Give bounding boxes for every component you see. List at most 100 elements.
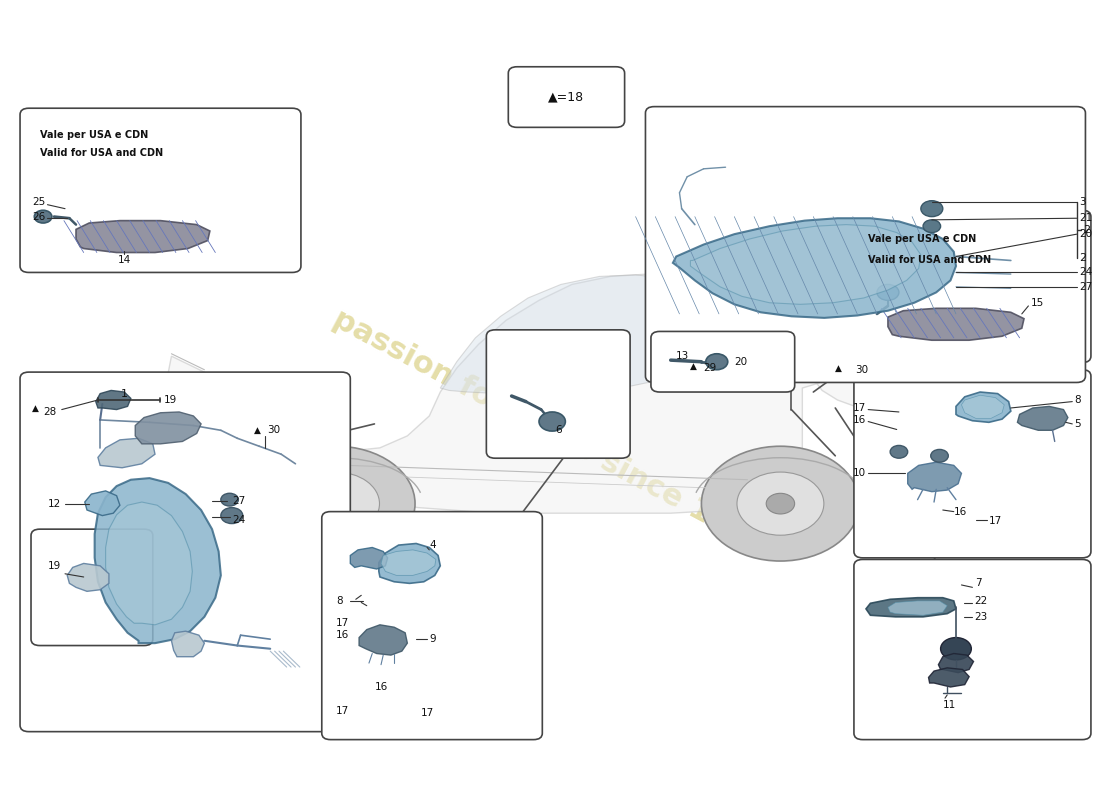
FancyBboxPatch shape (651, 331, 794, 392)
FancyBboxPatch shape (508, 66, 625, 127)
Polygon shape (359, 625, 407, 655)
Circle shape (293, 472, 380, 535)
Circle shape (221, 494, 239, 506)
FancyBboxPatch shape (854, 210, 1091, 362)
Text: ▲=18: ▲=18 (549, 90, 584, 103)
Text: 17: 17 (420, 707, 433, 718)
Text: 19: 19 (47, 561, 60, 571)
Text: 2: 2 (1079, 253, 1086, 263)
Polygon shape (866, 598, 956, 617)
Polygon shape (956, 392, 1011, 422)
FancyBboxPatch shape (486, 330, 630, 458)
Polygon shape (85, 491, 120, 515)
Text: Valid for USA and CDN: Valid for USA and CDN (868, 255, 991, 266)
Text: 2: 2 (1084, 225, 1090, 235)
Circle shape (923, 220, 940, 233)
Polygon shape (961, 395, 1004, 418)
FancyBboxPatch shape (20, 372, 350, 732)
Text: 8: 8 (336, 596, 343, 606)
FancyBboxPatch shape (31, 529, 153, 646)
Text: 23: 23 (975, 612, 988, 622)
Text: ▲: ▲ (32, 403, 39, 413)
Circle shape (767, 494, 794, 514)
Text: 9: 9 (429, 634, 436, 644)
Text: 20: 20 (1079, 229, 1092, 239)
Text: Vale per USA e CDN: Vale per USA e CDN (40, 130, 148, 139)
Text: 22: 22 (975, 596, 988, 606)
FancyBboxPatch shape (646, 106, 1086, 382)
Polygon shape (67, 563, 109, 591)
Polygon shape (172, 631, 205, 657)
Text: 8: 8 (1075, 395, 1081, 405)
Circle shape (931, 450, 948, 462)
Text: 16: 16 (954, 506, 967, 517)
Polygon shape (938, 654, 974, 673)
Text: 20: 20 (735, 357, 748, 366)
Polygon shape (673, 218, 956, 318)
Circle shape (257, 446, 415, 561)
Circle shape (921, 201, 943, 217)
Text: 10: 10 (852, 468, 866, 478)
Circle shape (890, 446, 908, 458)
FancyBboxPatch shape (20, 108, 301, 273)
Polygon shape (440, 275, 735, 394)
Text: 30: 30 (855, 365, 868, 374)
Polygon shape (888, 308, 1024, 340)
Polygon shape (166, 274, 978, 514)
Text: 16: 16 (336, 630, 350, 640)
FancyBboxPatch shape (854, 559, 1091, 740)
Polygon shape (76, 221, 210, 253)
Text: 16: 16 (374, 682, 387, 692)
Text: 12: 12 (47, 498, 60, 509)
Text: 13: 13 (676, 351, 690, 361)
Text: 27: 27 (1079, 282, 1092, 292)
Text: 29: 29 (704, 363, 717, 373)
Text: 4: 4 (429, 540, 436, 550)
Text: 26: 26 (32, 212, 45, 222)
FancyBboxPatch shape (322, 512, 542, 740)
Polygon shape (888, 601, 947, 615)
Text: 17: 17 (336, 618, 350, 628)
Text: 24: 24 (232, 514, 245, 525)
Circle shape (702, 446, 859, 561)
Polygon shape (96, 390, 131, 410)
Text: 24: 24 (1079, 267, 1092, 278)
Polygon shape (350, 547, 387, 569)
Polygon shape (732, 281, 822, 341)
Text: 28: 28 (43, 407, 56, 417)
Circle shape (940, 638, 971, 660)
Polygon shape (98, 438, 155, 468)
Text: 6: 6 (556, 426, 562, 435)
Text: Vale per USA e CDN: Vale per USA e CDN (868, 234, 977, 244)
Circle shape (221, 508, 243, 523)
Circle shape (34, 210, 52, 223)
Polygon shape (928, 668, 969, 687)
Text: 7: 7 (975, 578, 981, 588)
Text: 16: 16 (852, 415, 866, 425)
Text: 21: 21 (1079, 214, 1092, 223)
Polygon shape (135, 412, 201, 444)
Text: 17: 17 (336, 706, 350, 716)
FancyBboxPatch shape (854, 370, 1091, 558)
Polygon shape (908, 462, 961, 492)
Text: 17: 17 (989, 516, 1002, 526)
Text: ▲: ▲ (835, 364, 843, 373)
Text: ▲: ▲ (691, 362, 697, 371)
Text: 5: 5 (1075, 419, 1081, 429)
Circle shape (877, 285, 899, 300)
Polygon shape (95, 478, 221, 643)
Text: ▲: ▲ (254, 426, 261, 434)
Text: Valid for USA and CDN: Valid for USA and CDN (40, 148, 163, 158)
Text: passion for parts since 1965: passion for parts since 1965 (328, 305, 772, 559)
Text: 27: 27 (232, 496, 245, 506)
Text: 25: 25 (32, 198, 45, 207)
Text: 11: 11 (943, 699, 956, 710)
Text: 30: 30 (267, 426, 280, 435)
Polygon shape (691, 225, 921, 304)
Polygon shape (1018, 406, 1068, 430)
Text: 1: 1 (121, 389, 128, 398)
Text: 14: 14 (118, 254, 131, 265)
Circle shape (706, 354, 728, 370)
Text: 19: 19 (164, 395, 177, 405)
Polygon shape (381, 550, 436, 575)
